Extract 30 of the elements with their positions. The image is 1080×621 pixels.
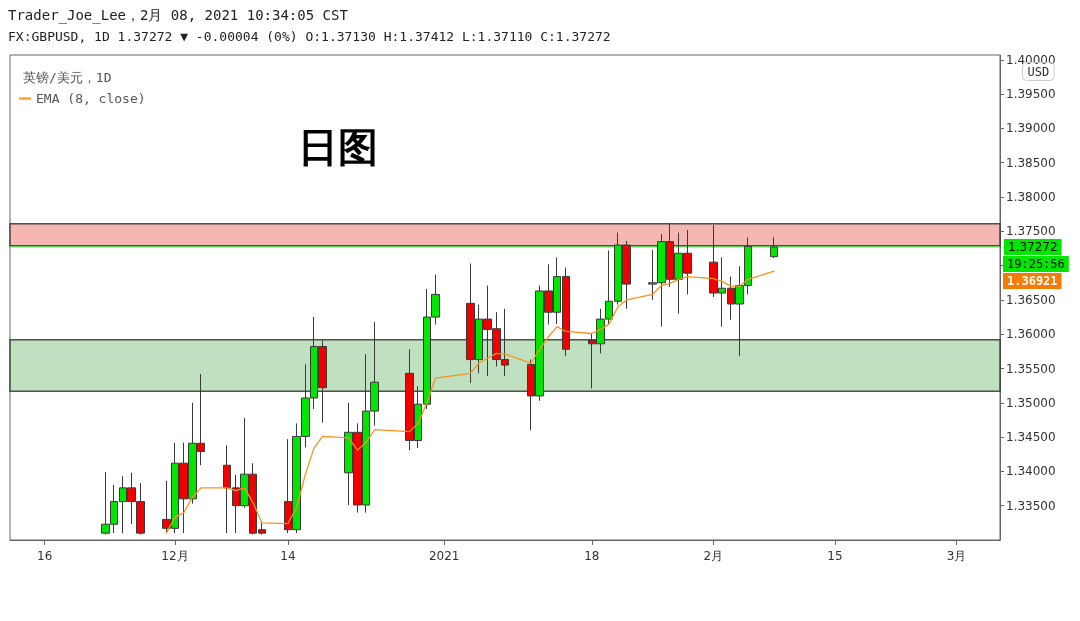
text: USD bbox=[1027, 64, 1050, 79]
y-tick-label: 1.39000 bbox=[1006, 121, 1056, 136]
text: 英镑/美元，1D bbox=[23, 70, 112, 85]
x-tick-label: 3月 bbox=[946, 549, 967, 563]
x-tick-label: 2021 bbox=[428, 549, 460, 563]
y-tick-label: 1.34000 bbox=[1006, 464, 1056, 479]
text: Trader_Joe_Lee，2月 08, 2021 10:34:05 CST bbox=[8, 7, 349, 24]
text: 19:25:56 bbox=[1007, 256, 1065, 271]
y-tick-label: 1.38500 bbox=[1006, 155, 1056, 170]
y-tick-label: 1.34500 bbox=[1006, 430, 1056, 445]
legend-label: EMA (8, close) bbox=[36, 91, 146, 106]
y-tick-label: 1.35500 bbox=[1006, 361, 1056, 376]
x-tick-label: 15 bbox=[827, 549, 843, 563]
x-tick-label: 16 bbox=[37, 549, 53, 563]
y-tick-label: 1.33500 bbox=[1006, 498, 1056, 513]
line-series bbox=[165, 270, 775, 534]
y-tick-label: 1.36500 bbox=[1006, 292, 1056, 307]
x-tick-label: 14 bbox=[280, 549, 296, 563]
y-tick-label: 1.39500 bbox=[1006, 87, 1056, 102]
text: 日图 bbox=[298, 124, 378, 170]
text: 1.36921 bbox=[1007, 273, 1058, 288]
ref-line-label: 1.37272 bbox=[1008, 239, 1058, 254]
y-tick-label: 1.36000 bbox=[1006, 327, 1056, 342]
y-tick-label: 1.38000 bbox=[1006, 190, 1056, 204]
x-tick-label: 2月 bbox=[703, 549, 724, 563]
x-tick-label: 12月 bbox=[161, 549, 189, 563]
y-tick-label: 1.37500 bbox=[1006, 224, 1056, 239]
text: FX:GBPUSD, 1D 1.37272 ▼ -0.00004 (0%) O:1.37130 H:1.37412 L:1.37110 C:1.37272 bbox=[8, 29, 611, 44]
y-tick-label: 1.35000 bbox=[1006, 395, 1056, 410]
x-tick-label: 18 bbox=[584, 549, 600, 563]
